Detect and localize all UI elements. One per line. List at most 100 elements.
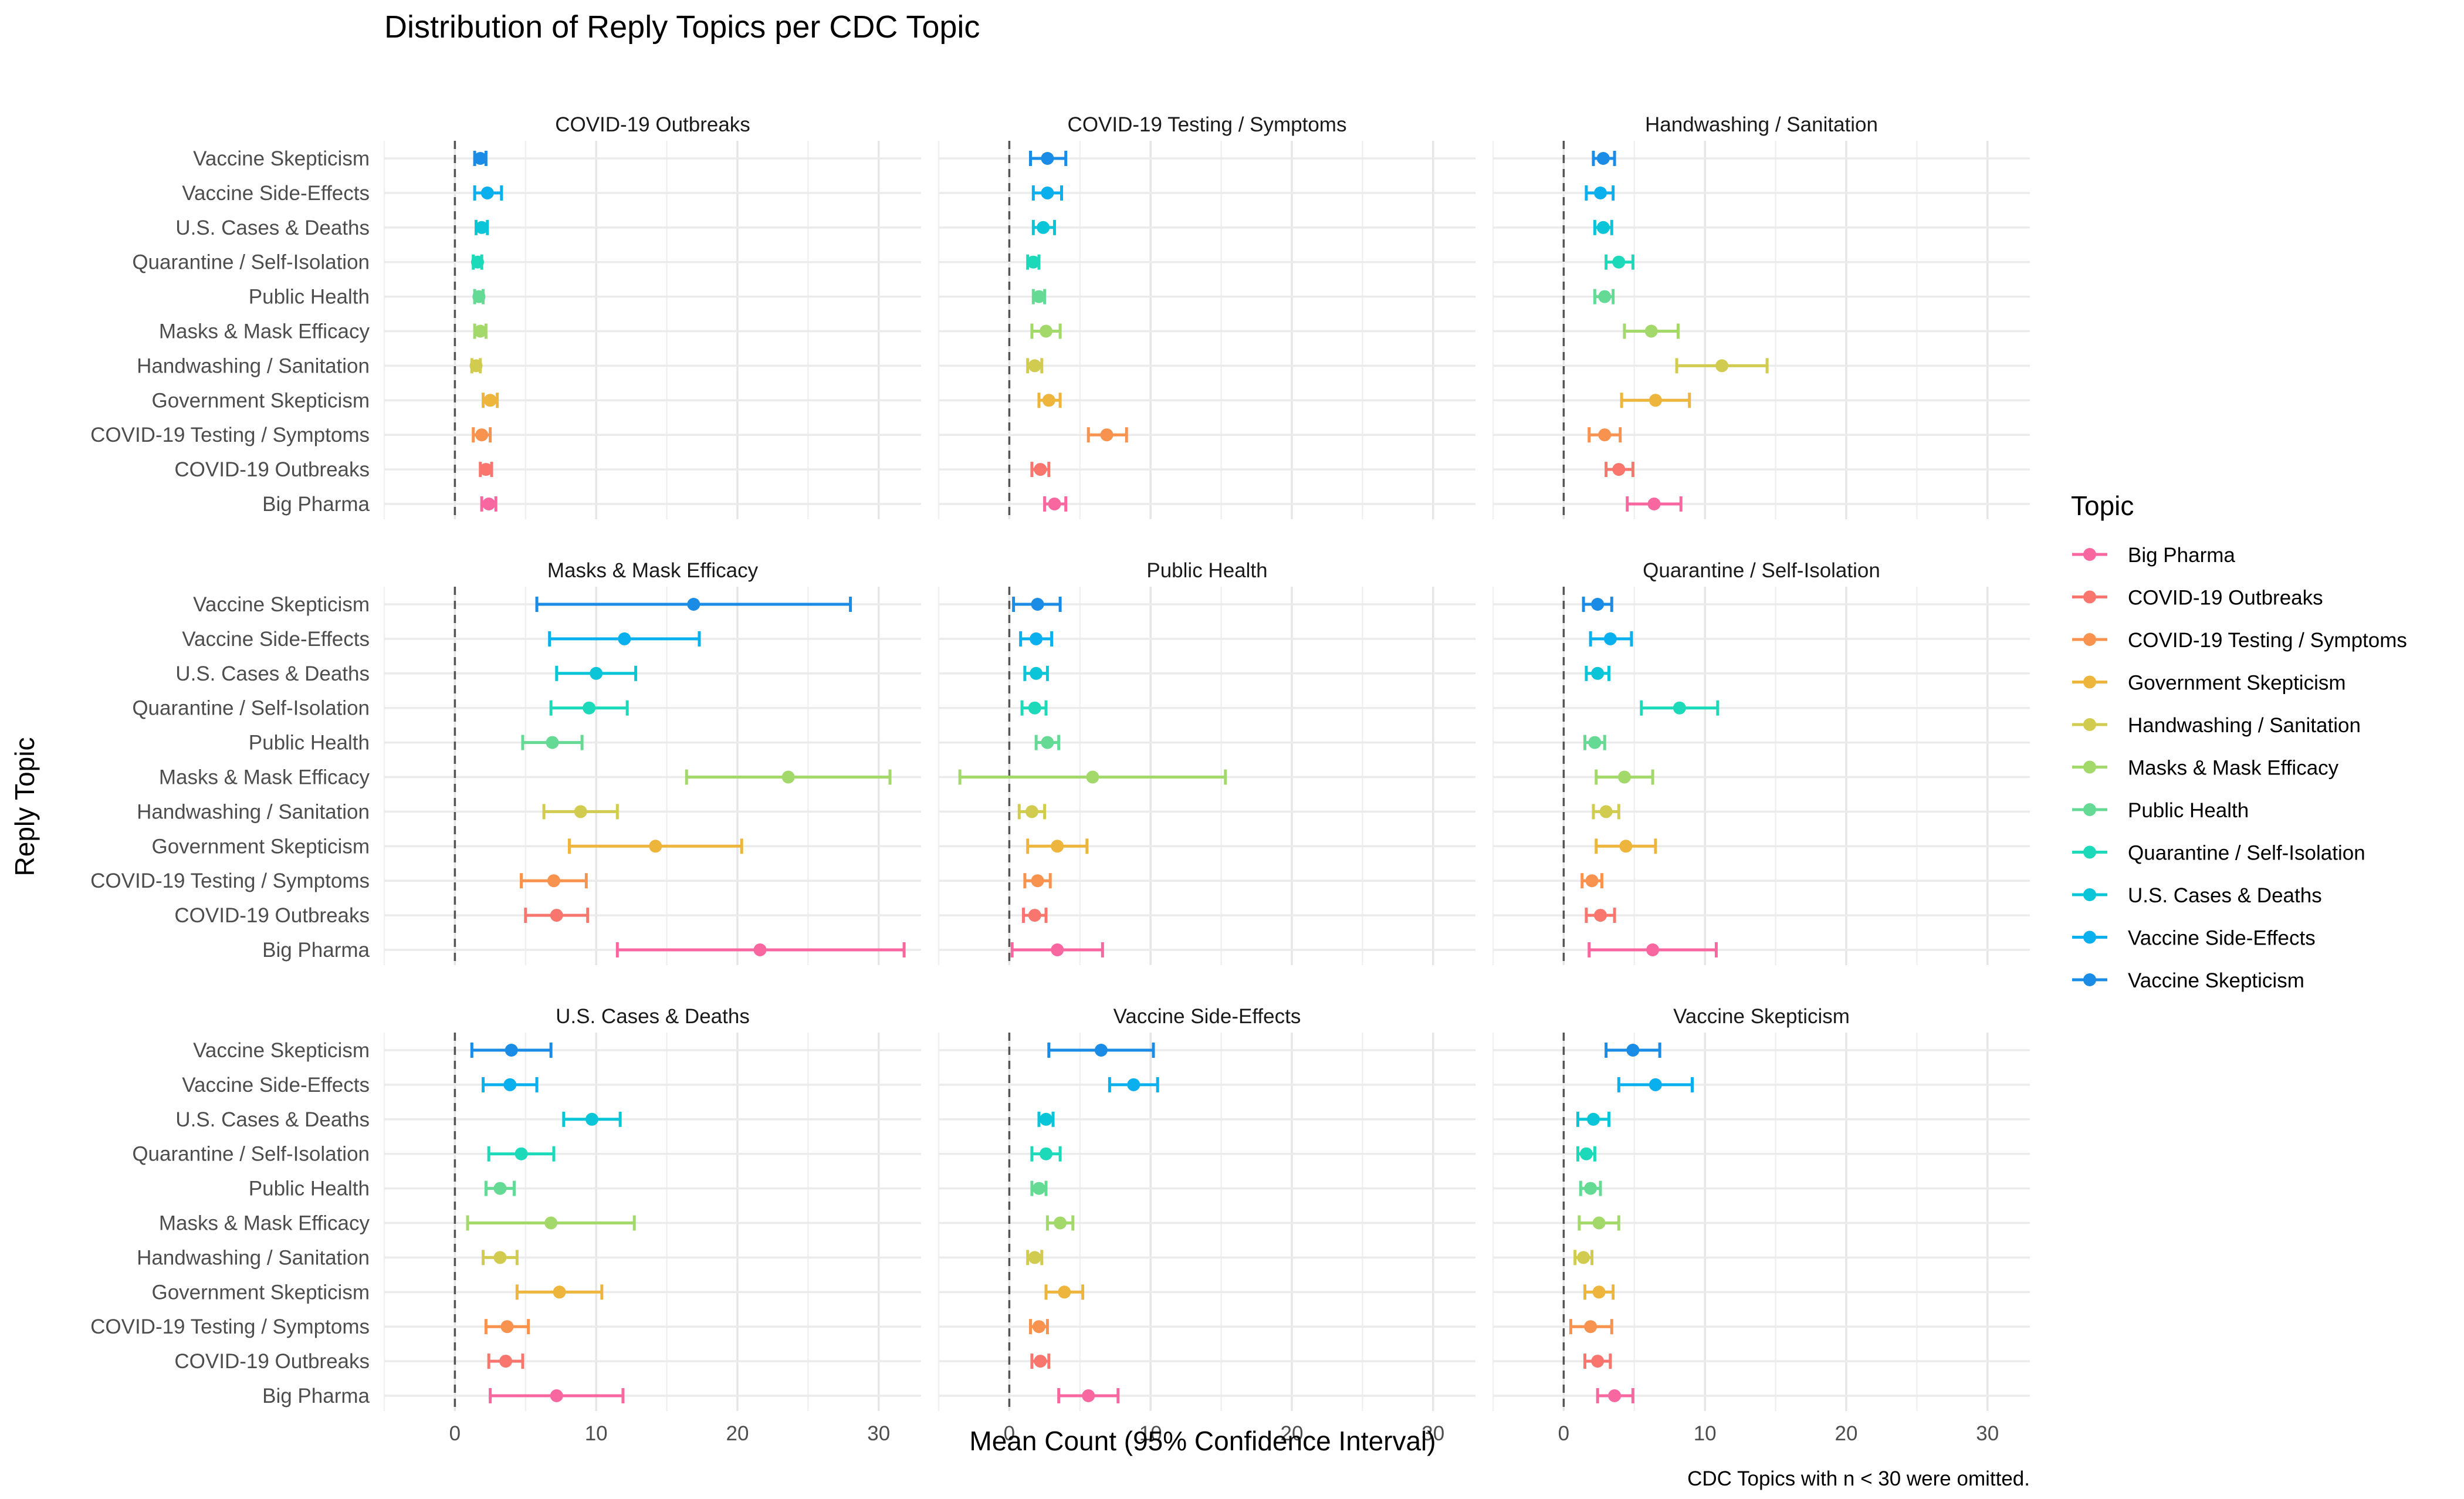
- y-axis-label: Reply Topic: [9, 737, 40, 877]
- facet-panel: COVID-19 Testing / Symptoms: [937, 113, 1475, 519]
- mean-point: [1649, 1078, 1662, 1091]
- mean-point: [1042, 394, 1055, 407]
- y-tick-label: Government Skepticism: [151, 389, 370, 412]
- x-axis-label: Mean Count (95% Confidence Interval): [969, 1426, 1436, 1456]
- legend-key-point: [2083, 930, 2096, 944]
- facet-title: Masks & Mask Efficacy: [547, 559, 759, 582]
- y-tick-label: COVID-19 Outbreaks: [174, 458, 370, 481]
- chart-title: Distribution of Reply Topics per CDC Top…: [384, 9, 980, 45]
- legend-key-point: [2083, 760, 2096, 774]
- mean-point: [1025, 805, 1038, 818]
- legend-item-label: Masks & Mask Efficacy: [2128, 757, 2339, 780]
- y-tick-label: Public Health: [249, 286, 370, 309]
- mean-point: [618, 632, 631, 645]
- mean-point: [1612, 255, 1626, 269]
- mean-point: [475, 221, 489, 234]
- mean-point: [1598, 290, 1612, 303]
- mean-point: [1027, 255, 1040, 269]
- legend-key-point: [2083, 633, 2096, 646]
- y-tick-label: COVID-19 Testing / Symptoms: [90, 869, 370, 892]
- y-tick-label: Masks & Mask Efficacy: [159, 766, 370, 789]
- mean-point: [1040, 1147, 1052, 1160]
- mean-point: [1051, 840, 1064, 853]
- mean-point: [1673, 701, 1686, 715]
- legend: Topic Big Pharma COVID-19 Outbreaks COVID-…: [2071, 490, 2407, 992]
- mean-point: [1031, 598, 1044, 611]
- mean-point: [503, 1078, 517, 1091]
- mean-point: [1100, 428, 1113, 442]
- mean-point: [479, 463, 493, 476]
- y-tick-label: COVID-19 Testing / Symptoms: [90, 1315, 370, 1338]
- facet-title: Vaccine Side-Effects: [1113, 1005, 1301, 1028]
- mean-point: [781, 770, 795, 784]
- legend-key-point: [2083, 888, 2096, 901]
- y-tick-label: Vaccine Skepticism: [193, 147, 370, 170]
- x-tick-label: 20: [1281, 1422, 1304, 1445]
- mean-point: [1028, 701, 1041, 715]
- mean-point: [546, 736, 559, 749]
- mean-point: [550, 909, 563, 922]
- mean-point: [473, 324, 487, 338]
- mean-point: [1592, 1216, 1606, 1230]
- y-tick-label: Masks & Mask Efficacy: [159, 320, 370, 343]
- mean-point: [1041, 152, 1054, 165]
- mean-point: [515, 1147, 528, 1160]
- mean-point: [472, 290, 486, 303]
- y-tick-label: Quarantine / Self-Isolation: [132, 697, 370, 720]
- facet-title: Handwashing / Sanitation: [1645, 113, 1878, 136]
- legend-item-label: Vaccine Skepticism: [2128, 969, 2304, 992]
- mean-point: [473, 152, 487, 165]
- facet-title: Quarantine / Self-Isolation: [1643, 559, 1880, 582]
- legend-title: Topic: [2071, 490, 2134, 521]
- mean-point: [1603, 632, 1617, 645]
- y-tick-label: U.S. Cases & Deaths: [175, 1108, 370, 1131]
- mean-point: [500, 1320, 514, 1334]
- y-tick-label: Handwashing / Sanitation: [137, 800, 370, 823]
- mean-point: [553, 1285, 566, 1299]
- mean-point: [583, 701, 596, 715]
- y-tick-label: Quarantine / Self-Isolation: [132, 251, 370, 274]
- mean-point: [480, 186, 494, 199]
- mean-point: [1619, 840, 1633, 853]
- x-tick-label: 10: [585, 1422, 608, 1445]
- legend-item-label: U.S. Cases & Deaths: [2128, 884, 2322, 907]
- mean-point: [1591, 1355, 1605, 1368]
- mean-point: [590, 666, 603, 680]
- facet-title: U.S. Cases & Deaths: [556, 1005, 750, 1028]
- y-tick-label: Vaccine Side-Effects: [182, 182, 370, 205]
- legend-item-label: Vaccine Side-Effects: [2128, 927, 2316, 950]
- mean-point: [1082, 1389, 1095, 1402]
- mean-point: [1588, 736, 1602, 749]
- mean-point: [1054, 1216, 1067, 1230]
- mean-point: [1058, 1285, 1071, 1299]
- mean-point: [1596, 152, 1610, 165]
- mean-point: [1028, 909, 1041, 922]
- facet-title: COVID-19 Testing / Symptoms: [1068, 113, 1347, 136]
- mean-point: [1086, 770, 1099, 784]
- mean-point: [1031, 874, 1044, 888]
- mean-point: [1591, 598, 1605, 611]
- y-tick-label: Government Skepticism: [151, 835, 370, 858]
- y-tick-label: Government Skepticism: [151, 1281, 370, 1304]
- mean-point: [471, 255, 484, 269]
- mean-point: [1041, 736, 1054, 749]
- y-tick-label: U.S. Cases & Deaths: [175, 662, 370, 685]
- mean-point: [493, 1182, 507, 1195]
- mean-point: [1584, 1320, 1597, 1334]
- x-tick-label: 0: [449, 1422, 461, 1445]
- mean-point: [1028, 359, 1041, 373]
- mean-point: [1051, 943, 1064, 956]
- mean-point: [1032, 290, 1045, 303]
- mean-point: [505, 1044, 518, 1057]
- mean-point: [1584, 1182, 1597, 1195]
- x-tick-label: 30: [1421, 1422, 1444, 1445]
- legend-key-point: [2083, 548, 2096, 561]
- facet-panel: U.S. Cases & Deaths Vaccine Skepticism Vac…: [90, 1005, 921, 1445]
- mean-point: [574, 805, 587, 818]
- x-tick-label: 10: [1139, 1422, 1162, 1445]
- mean-point: [1594, 909, 1607, 922]
- mean-point: [1032, 1320, 1045, 1334]
- mean-point: [1127, 1078, 1140, 1091]
- mean-point: [1585, 874, 1599, 888]
